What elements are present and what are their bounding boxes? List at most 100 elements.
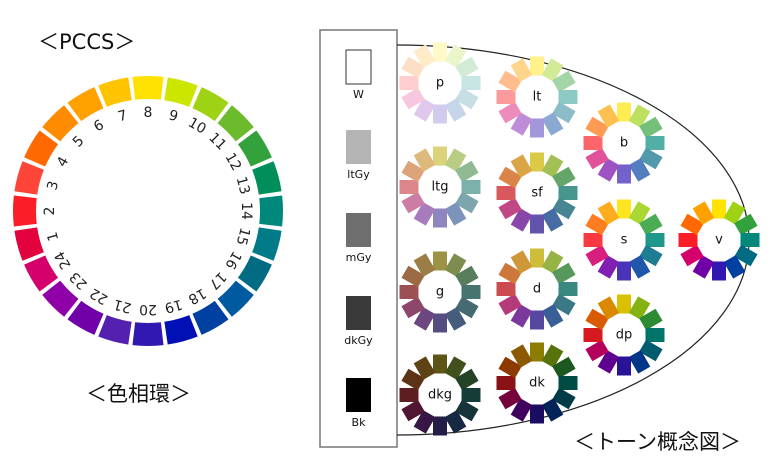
tone-swatch-hue-14	[645, 328, 665, 342]
tone-wheel-s: s	[583, 199, 665, 281]
tone-swatch-hue-2	[583, 233, 603, 247]
tone-swatch-hue-20	[530, 214, 544, 234]
tone-swatch-hue-18	[444, 202, 467, 226]
hue-number: 1	[44, 230, 62, 243]
tone-swatch-hue-16	[639, 339, 663, 362]
tone-swatch-hue-14	[461, 388, 481, 402]
tone-swatch-hue-16	[639, 244, 663, 267]
achromatic-box	[319, 29, 398, 448]
tone-swatch-hue-20	[530, 118, 544, 138]
tone-swatch-hue-14	[645, 233, 665, 247]
tone-swatch-hue-24	[498, 101, 522, 124]
tone-swatch-hue-18	[444, 410, 467, 434]
hue-segment-1	[14, 227, 44, 261]
tone-swatch-hue-4	[585, 213, 609, 236]
gray-label: ltGy	[347, 168, 370, 181]
tone-swatch-hue-24	[680, 244, 704, 267]
hue-number: 10	[185, 115, 208, 138]
hue-segment-5	[42, 105, 79, 142]
tone-swatch-hue-8	[433, 251, 447, 271]
tone-swatch-hue-22	[510, 112, 533, 136]
hue-segment-18	[192, 300, 229, 335]
tone-swatch-hue-20	[617, 164, 631, 184]
hue-circle-title: ＜色相環＞	[86, 382, 191, 406]
tone-swatch-hue-12	[552, 70, 576, 93]
tone-label: b	[620, 136, 628, 151]
tone-wheel-g: g	[399, 251, 481, 333]
tone-swatch-hue-2	[583, 136, 603, 150]
gray-label: Bk	[352, 416, 367, 429]
hue-number: 20	[139, 301, 157, 317]
tone-swatch-hue-16	[734, 244, 758, 267]
tone-swatch-hue-16	[455, 399, 479, 422]
tone-label: ltg	[432, 180, 449, 195]
tone-swatch-hue-10	[444, 253, 467, 277]
hue-number: 11	[205, 130, 229, 154]
tone-swatch-hue-16	[455, 191, 479, 214]
tone-wheel-lt: lt	[496, 56, 578, 138]
tone-swatch-hue-14	[558, 90, 578, 104]
hue-number: 13	[233, 175, 253, 196]
tone-swatch-hue-4	[401, 160, 425, 183]
gray-swatch-mGy	[346, 213, 371, 247]
hue-number: 14	[238, 202, 254, 220]
tone-swatch-hue-10	[628, 201, 651, 225]
tone-label: s	[621, 233, 628, 248]
tone-swatch-hue-16	[455, 296, 479, 319]
tone-swatch-hue-12	[455, 368, 479, 391]
tone-swatch-hue-14	[740, 233, 760, 247]
tone-swatch-hue-2	[496, 282, 516, 296]
hue-segment-11	[217, 105, 254, 142]
tone-label: sf	[531, 186, 543, 201]
tone-swatch-hue-12	[455, 265, 479, 288]
tone-wheel-sf: sf	[496, 152, 578, 234]
tone-swatch-hue-10	[541, 250, 564, 274]
tone-swatch-hue-22	[597, 255, 620, 279]
tone-swatch-hue-18	[628, 255, 651, 279]
tone-wheel-p: p	[399, 42, 481, 124]
hue-number: 12	[221, 150, 244, 173]
hue-segment-23	[42, 280, 79, 317]
tone-swatch-hue-20	[433, 104, 447, 124]
tone-swatch-hue-10	[444, 44, 467, 68]
hue-number: 15	[233, 226, 253, 247]
tone-swatch-hue-2	[583, 328, 603, 342]
tone-label: v	[715, 233, 723, 248]
tone-swatch-hue-24	[498, 197, 522, 220]
tone-swatch-hue-2	[496, 90, 516, 104]
tone-swatch-hue-10	[723, 201, 746, 225]
tone-swatch-hue-6	[413, 148, 436, 172]
tone-swatch-hue-8	[530, 342, 544, 362]
tone-diagram-title: ＜トーン概念図＞	[574, 430, 741, 454]
tone-swatch-hue-2	[678, 233, 698, 247]
hue-number: 2	[42, 207, 58, 216]
tone-swatch-hue-14	[461, 180, 481, 194]
tone-swatch-hue-22	[692, 255, 715, 279]
tone-swatch-hue-2	[399, 180, 419, 194]
tone-swatch-hue-16	[639, 147, 663, 170]
tone-swatch-hue-16	[552, 293, 576, 316]
tone-swatch-hue-12	[552, 262, 576, 285]
tone-swatch-hue-6	[413, 356, 436, 380]
tone-swatch-hue-20	[617, 356, 631, 376]
tone-label: d	[533, 282, 541, 297]
tone-swatch-hue-4	[498, 356, 522, 379]
tone-swatch-hue-10	[541, 344, 564, 368]
tone-swatch-hue-12	[455, 56, 479, 79]
tone-swatch-hue-18	[541, 112, 564, 136]
tone-swatch-hue-14	[558, 376, 578, 390]
tone-swatch-hue-24	[498, 387, 522, 410]
tone-swatch-hue-22	[413, 98, 436, 122]
hue-number: 7	[116, 107, 129, 125]
hue-number: 5	[70, 133, 88, 151]
hue-segment-9	[164, 77, 198, 107]
tone-swatch-hue-22	[413, 307, 436, 331]
gray-label: W	[353, 88, 364, 101]
tone-swatch-hue-6	[413, 253, 436, 277]
tone-swatch-hue-24	[401, 191, 425, 214]
tone-wheel-dk: dk	[496, 342, 578, 424]
tone-swatch-hue-8	[712, 199, 726, 219]
tone-swatch-hue-2	[399, 76, 419, 90]
